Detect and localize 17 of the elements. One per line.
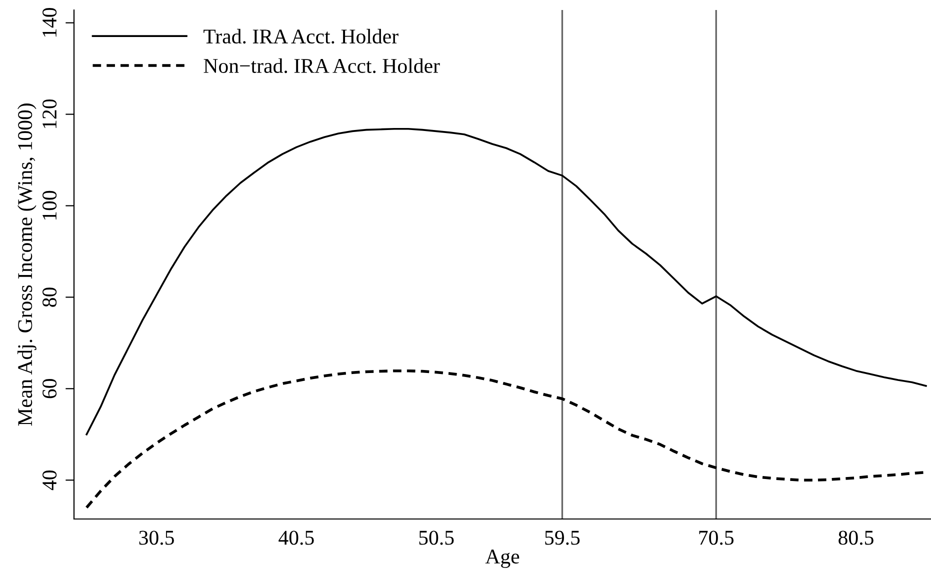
- y-axis-title: Mean Adj. Gross Income (Wins, 1000): [17, 104, 36, 426]
- y-tick-label: 40: [42, 470, 57, 490]
- y-tick-label: 80: [42, 288, 57, 307]
- legend-label: Non−trad. IRA Acct. Holder: [204, 58, 440, 74]
- y-tick-label: 140: [42, 8, 57, 37]
- y-tick-label: 60: [42, 379, 57, 398]
- x-tick-label: 40.5: [278, 530, 314, 545]
- line-series: [86, 128, 927, 436]
- y-tick-label: 100: [42, 190, 57, 220]
- x-axis-title: Age: [485, 550, 520, 568]
- legend-label: Trad. IRA Acct. Holder: [204, 28, 398, 44]
- y-tick-label: 120: [42, 99, 57, 128]
- x-tick-label: 50.5: [419, 530, 454, 545]
- x-tick-label: 30.5: [139, 530, 174, 545]
- x-tick-label: 70.5: [699, 530, 734, 545]
- x-tick-label: 59.5: [545, 530, 580, 545]
- x-tick-label: 80.5: [838, 530, 874, 545]
